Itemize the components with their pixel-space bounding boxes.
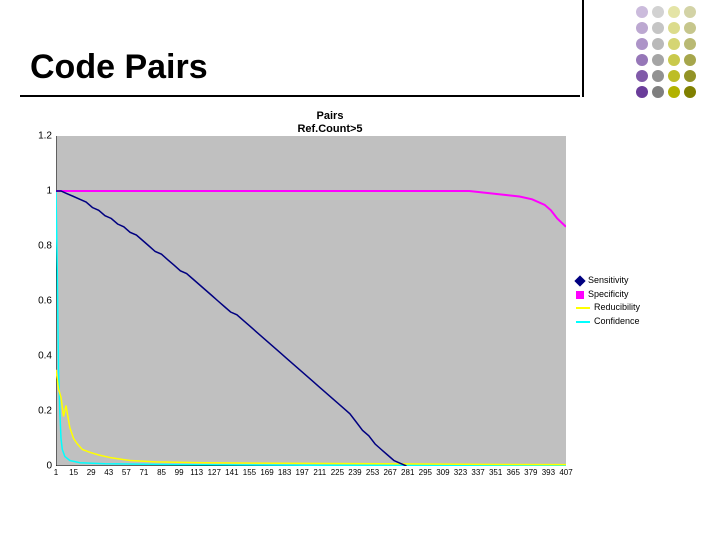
dot-icon [668,54,680,66]
dot-icon [652,86,664,98]
dot-icon [636,6,648,18]
decorative-dot-grid [636,6,698,100]
dot-icon [652,54,664,66]
x-tick-label: 43 [104,468,113,477]
chart-legend: SensitivitySpecificityReducibilityConfid… [576,274,640,328]
x-tick-label: 85 [157,468,166,477]
x-tick-label: 57 [122,468,131,477]
dot-icon [684,6,696,18]
legend-item: Sensitivity [576,274,640,288]
header-rule [20,95,580,97]
legend-marker-icon [576,321,590,323]
x-tick-label: 323 [454,468,467,477]
chart: Pairs Ref.Count>5 00.20.40.60.811.211529… [20,110,700,466]
dot-icon [636,86,648,98]
dot-icon [668,6,680,18]
legend-label: Confidence [594,315,640,329]
x-tick-label: 127 [208,468,221,477]
dot-icon [636,54,648,66]
dot-icon [684,38,696,50]
x-tick-label: 155 [243,468,256,477]
x-tick-label: 197 [296,468,309,477]
x-tick-label: 29 [87,468,96,477]
x-tick-label: 71 [139,468,148,477]
dot-icon [652,70,664,82]
dot-icon [684,22,696,34]
x-tick-label: 393 [542,468,555,477]
y-tick-label: 1.2 [38,131,56,142]
dot-icon [652,38,664,50]
x-tick-label: 1 [54,468,58,477]
x-tick-label: 309 [436,468,449,477]
dot-icon [652,22,664,34]
x-tick-label: 281 [401,468,414,477]
dot-icon [684,54,696,66]
legend-item: Reducibility [576,301,640,315]
dot-icon [668,86,680,98]
legend-label: Sensitivity [588,274,629,288]
x-tick-label: 379 [524,468,537,477]
x-tick-label: 337 [471,468,484,477]
slide: Code Pairs Pairs Ref.Count>5 00.20.40.60… [0,0,720,540]
dot-icon [636,38,648,50]
chart-title-line1: Pairs [317,110,344,122]
y-tick-label: 0.6 [38,296,56,307]
chart-title: Pairs Ref.Count>5 [0,110,700,136]
x-tick-label: 113 [190,468,203,477]
x-tick-label: 407 [559,468,572,477]
dot-icon [668,22,680,34]
x-tick-label: 365 [507,468,520,477]
dot-icon [684,86,696,98]
chart-svg [56,136,566,466]
chart-title-line2: Ref.Count>5 [297,123,362,135]
y-tick-label: 0.4 [38,351,56,362]
x-tick-label: 99 [175,468,184,477]
x-tick-label: 351 [489,468,502,477]
x-tick-label: 183 [278,468,291,477]
dot-icon [652,6,664,18]
dot-icon [684,70,696,82]
x-tick-label: 141 [225,468,238,477]
x-tick-label: 225 [331,468,344,477]
x-tick-label: 211 [313,468,326,477]
x-tick-label: 169 [260,468,273,477]
x-tick-label: 295 [419,468,432,477]
chart-plot-area: 00.20.40.60.811.211529435771859911312714… [56,136,566,466]
dot-icon [668,70,680,82]
legend-item: Confidence [576,315,640,329]
y-tick-label: 0.2 [38,406,56,417]
x-tick-label: 15 [69,468,78,477]
legend-label: Reducibility [594,301,640,315]
header-vertical-rule [582,0,584,97]
legend-label: Specificity [588,288,629,302]
legend-marker-icon [576,307,590,309]
dot-icon [668,38,680,50]
x-tick-label: 267 [383,468,396,477]
dot-icon [636,22,648,34]
y-tick-label: 1 [46,186,56,197]
dot-icon [636,70,648,82]
legend-marker-icon [574,275,585,286]
legend-item: Specificity [576,288,640,302]
legend-marker-icon [576,291,584,299]
x-tick-label: 239 [348,468,361,477]
y-tick-label: 0.8 [38,241,56,252]
x-tick-label: 253 [366,468,379,477]
x-axis: 1 15 29 43 57 71 85 99 113 127 141 155 169 183 197 211 2… [56,466,566,480]
slide-title: Code Pairs [30,48,208,87]
